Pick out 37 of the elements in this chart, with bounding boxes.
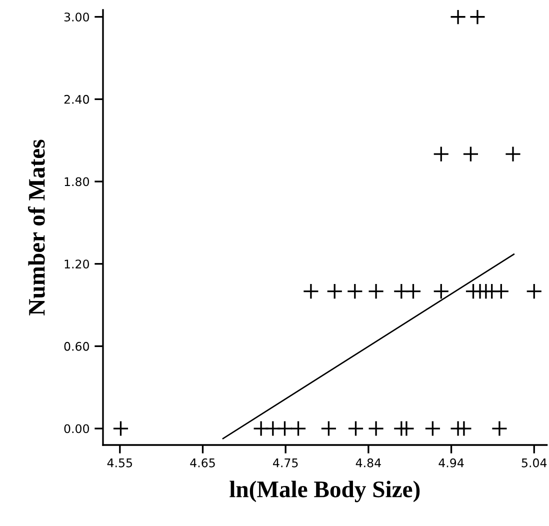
point bbox=[346, 283, 364, 300]
point bbox=[424, 420, 441, 437]
point bbox=[290, 420, 306, 437]
y-tick-label: 1.20 bbox=[64, 260, 90, 269]
point bbox=[526, 283, 542, 300]
point bbox=[398, 420, 415, 437]
x-tick-label: 4.75 bbox=[273, 458, 298, 468]
point bbox=[456, 420, 472, 437]
x-axis-title: ln(Male Body Size) bbox=[230, 480, 420, 502]
point bbox=[326, 283, 343, 300]
y-tick-label: 0.00 bbox=[64, 424, 90, 434]
x-tick-label: 4.55 bbox=[107, 458, 132, 468]
x-tick-label: 5.04 bbox=[522, 458, 547, 468]
point bbox=[450, 10, 466, 25]
point bbox=[462, 146, 479, 162]
point bbox=[469, 10, 486, 25]
y-tick-label: 3.00 bbox=[64, 12, 90, 22]
point bbox=[493, 283, 510, 300]
y-tick-label: 2.40 bbox=[64, 94, 90, 104]
point bbox=[348, 420, 364, 437]
point bbox=[433, 283, 450, 300]
x-tick-label: 4.94 bbox=[438, 458, 464, 468]
point bbox=[491, 420, 508, 437]
x-tick-label: 4.65 bbox=[190, 458, 215, 468]
point bbox=[368, 420, 384, 437]
x-tick-label: 4.84 bbox=[356, 458, 381, 468]
y-axis-title: Number of Mates bbox=[28, 140, 45, 316]
point bbox=[433, 146, 450, 162]
point bbox=[405, 283, 422, 300]
y-tick-label: 0.60 bbox=[64, 342, 90, 351]
point bbox=[504, 146, 522, 162]
point bbox=[320, 420, 337, 437]
point bbox=[276, 420, 293, 437]
point bbox=[112, 420, 129, 437]
point bbox=[302, 283, 320, 300]
point bbox=[368, 283, 384, 300]
y-tick-label: 1.80 bbox=[64, 177, 90, 186]
